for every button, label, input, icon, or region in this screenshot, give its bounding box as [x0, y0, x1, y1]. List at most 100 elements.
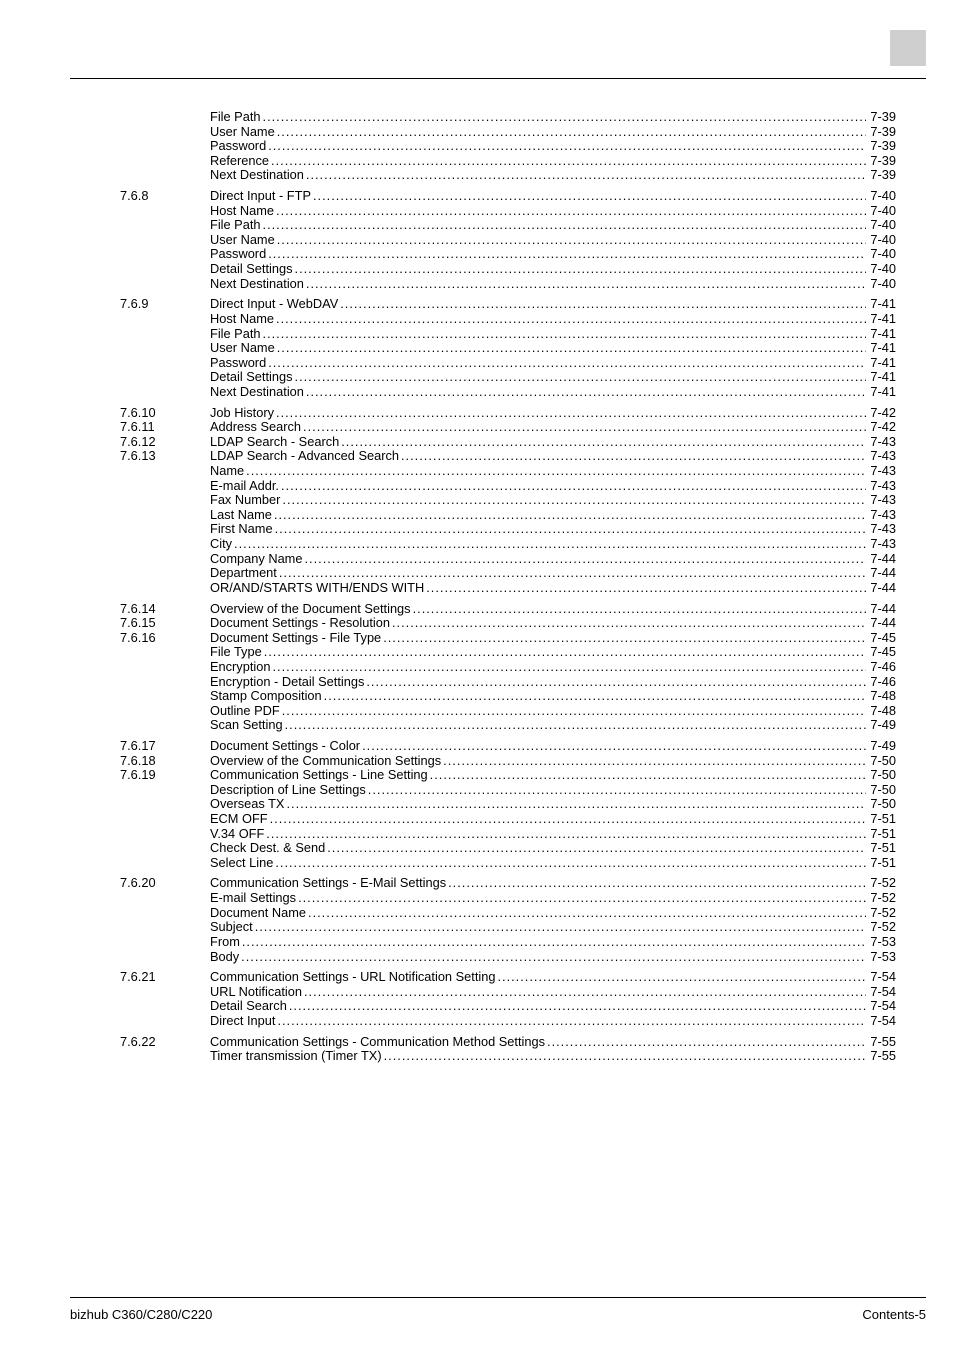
toc-page: 7-52 — [866, 876, 896, 889]
toc-row: Fax Number..............................… — [120, 493, 896, 506]
toc-leader-dots: ........................................… — [239, 950, 866, 963]
toc-row: 7.6.12LDAP Search - Search..............… — [120, 435, 896, 448]
toc-title: URL Notification — [210, 985, 302, 998]
toc-page: 7-40 — [866, 218, 896, 231]
toc-section-number: 7.6.12 — [120, 435, 210, 448]
toc-section-number: 7.6.20 — [120, 876, 210, 889]
toc-title: File Path — [210, 218, 261, 231]
toc-row: 7.6.10Job History.......................… — [120, 406, 896, 419]
toc-leader-dots: ........................................… — [495, 970, 866, 983]
toc-row: Encryption - Detail Settings............… — [120, 675, 896, 688]
toc-row: Next Destination........................… — [120, 168, 896, 181]
toc-page: 7-41 — [866, 385, 896, 398]
toc-section-number: 7.6.21 — [120, 970, 210, 983]
toc-page: 7-41 — [866, 356, 896, 369]
toc-section-number: 7.6.14 — [120, 602, 210, 615]
toc-leader-dots: ........................................… — [381, 631, 866, 644]
toc-title: Communication Settings - Line Setting — [210, 768, 428, 781]
toc-row: Outline PDF.............................… — [120, 704, 896, 717]
toc-section-number: 7.6.16 — [120, 631, 210, 644]
toc-title: Next Destination — [210, 277, 304, 290]
toc-page: 7-51 — [866, 827, 896, 840]
toc-page: 7-40 — [866, 277, 896, 290]
toc-leader-dots: ........................................… — [275, 1014, 866, 1027]
toc-section-number: 7.6.22 — [120, 1035, 210, 1048]
toc-page: 7-50 — [866, 768, 896, 781]
toc-page: 7-40 — [866, 233, 896, 246]
toc-title: Detail Settings — [210, 370, 293, 383]
toc-leader-dots: ........................................… — [301, 420, 866, 433]
toc-title: Overseas TX — [210, 797, 284, 810]
toc-section-number: 7.6.11 — [120, 420, 210, 433]
toc-page: 7-51 — [866, 856, 896, 869]
toc-row: Company Name............................… — [120, 552, 896, 565]
toc-title: Body — [210, 950, 239, 963]
toc-page: 7-48 — [866, 704, 896, 717]
toc-page: 7-39 — [866, 168, 896, 181]
toc-leader-dots: ........................................… — [304, 277, 866, 290]
toc-row: 7.6.13LDAP Search - Advanced Search.....… — [120, 449, 896, 462]
toc-row: Department..............................… — [120, 566, 896, 579]
toc-title: LDAP Search - Advanced Search — [210, 449, 399, 462]
toc-page: 7-51 — [866, 841, 896, 854]
toc-leader-dots: ........................................… — [280, 704, 867, 717]
toc-leader-dots: ........................................… — [266, 356, 866, 369]
toc-leader-dots: ........................................… — [266, 247, 866, 260]
toc-row: City....................................… — [120, 537, 896, 550]
toc-title: V.34 OFF — [210, 827, 264, 840]
toc-leader-dots: ........................................… — [264, 827, 866, 840]
toc-leader-dots: ........................................… — [304, 168, 866, 181]
toc-page: 7-42 — [866, 420, 896, 433]
toc-title: Document Name — [210, 906, 306, 919]
toc-title: Outline PDF — [210, 704, 280, 717]
toc-leader-dots: ........................................… — [382, 1049, 867, 1062]
toc-title: From — [210, 935, 240, 948]
toc-page: 7-39 — [866, 125, 896, 138]
toc-title: Job History — [210, 406, 274, 419]
toc-page: 7-53 — [866, 950, 896, 963]
toc-page: 7-44 — [866, 602, 896, 615]
toc-title: Password — [210, 356, 266, 369]
toc-section-number: 7.6.18 — [120, 754, 210, 767]
toc-row: Next Destination........................… — [120, 385, 896, 398]
toc-row: Host Name...............................… — [120, 204, 896, 217]
footer-right: Contents-5 — [862, 1307, 926, 1322]
toc-row: 7.6.11Address Search....................… — [120, 420, 896, 433]
toc-row: 7.6.17Document Settings - Color.........… — [120, 739, 896, 752]
toc-title: Next Destination — [210, 168, 304, 181]
toc-leader-dots: ........................................… — [293, 370, 867, 383]
toc-title: Detail Settings — [210, 262, 293, 275]
toc-leader-dots: ........................................… — [441, 754, 866, 767]
toc-page: 7-44 — [866, 566, 896, 579]
toc-title: Document Settings - File Type — [210, 631, 381, 644]
toc-page: 7-39 — [866, 154, 896, 167]
toc-leader-dots: ........................................… — [274, 204, 866, 217]
toc-title: Subject — [210, 920, 253, 933]
toc-leader-dots: ........................................… — [232, 537, 866, 550]
toc-section-number: 7.6.19 — [120, 768, 210, 781]
toc-page: 7-44 — [866, 581, 896, 594]
footer: bizhub C360/C280/C220 Contents-5 — [70, 1307, 926, 1322]
toc-title: User Name — [210, 125, 275, 138]
toc-leader-dots: ........................................… — [240, 935, 867, 948]
toc-page: 7-43 — [866, 522, 896, 535]
toc-leader-dots: ........................................… — [306, 906, 866, 919]
toc-row: 7.6.16Document Settings - File Type.....… — [120, 631, 896, 644]
toc-section-number: 7.6.15 — [120, 616, 210, 629]
toc-row: Reference...............................… — [120, 154, 896, 167]
toc-leader-dots: ........................................… — [244, 464, 866, 477]
toc-row: Detail Search...........................… — [120, 999, 896, 1012]
toc-leader-dots: ........................................… — [302, 552, 866, 565]
toc-title: File Path — [210, 110, 261, 123]
toc-page: 7-52 — [866, 920, 896, 933]
toc-row: 7.6.21Communication Settings - URL Notif… — [120, 970, 896, 983]
toc-leader-dots: ........................................… — [280, 493, 866, 506]
toc-leader-dots: ........................................… — [424, 581, 866, 594]
toc-row: File Path...............................… — [120, 218, 896, 231]
toc-page: 7-39 — [866, 110, 896, 123]
toc-leader-dots: ........................................… — [261, 327, 867, 340]
toc-page: 7-54 — [866, 970, 896, 983]
toc-container: File Path...............................… — [120, 110, 896, 1064]
toc-row: Overseas TX.............................… — [120, 797, 896, 810]
toc-row: User Name...............................… — [120, 125, 896, 138]
